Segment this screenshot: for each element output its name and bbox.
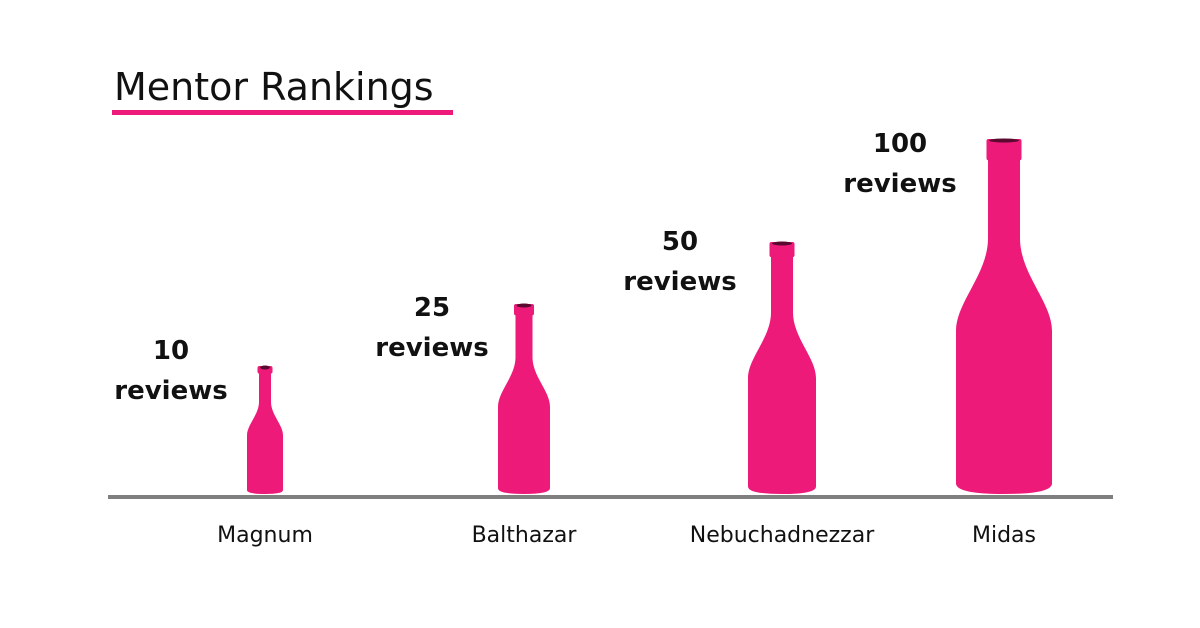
unit-label: reviews: [843, 169, 956, 199]
bottle-lip: [769, 242, 795, 258]
bottle: [247, 372, 283, 494]
unit-label: reviews: [375, 333, 488, 363]
bottle-opening: [516, 303, 532, 308]
unit-label: reviews: [114, 376, 227, 406]
bottle: [956, 156, 1052, 494]
count-label: 50: [662, 227, 698, 257]
count-label: 100: [873, 129, 927, 159]
bottle-opening: [260, 365, 270, 370]
category-label: Nebuchadnezzar: [690, 523, 875, 548]
bottle: [498, 313, 550, 494]
count-label: 10: [153, 336, 189, 366]
bottle-lip: [986, 139, 1022, 161]
title: Mentor Rankings: [114, 65, 434, 109]
count-label: 25: [414, 293, 450, 323]
bottle-opening: [989, 138, 1019, 143]
category-label: Balthazar: [472, 523, 578, 548]
unit-label: reviews: [623, 267, 736, 297]
bottle-opening: [772, 241, 792, 246]
title-underline: [112, 110, 453, 115]
bottle: [748, 254, 816, 494]
baseline: [108, 495, 1113, 499]
category-label: Magnum: [217, 523, 313, 548]
category-label: Midas: [972, 523, 1036, 548]
